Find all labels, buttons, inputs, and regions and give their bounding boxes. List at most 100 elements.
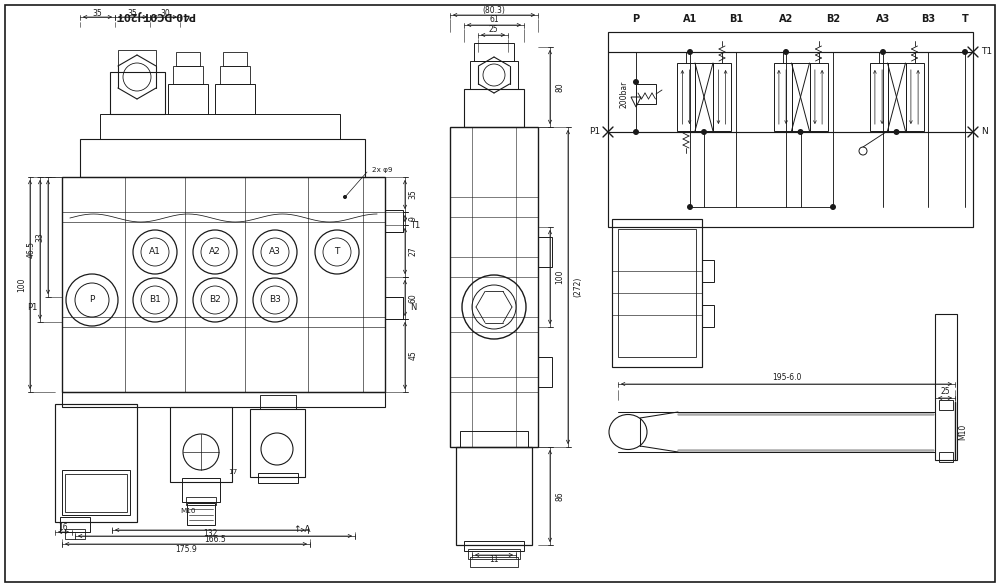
Bar <box>110 72 165 114</box>
Circle shape <box>962 49 968 55</box>
Bar <box>215 84 255 114</box>
Bar <box>935 314 957 460</box>
Text: 175.9: 175.9 <box>175 545 197 554</box>
Text: (272): (272) <box>574 277 582 297</box>
Bar <box>55 404 137 522</box>
Bar <box>80 139 365 177</box>
Bar <box>100 114 340 139</box>
Text: 17: 17 <box>228 469 238 475</box>
Bar <box>118 50 156 72</box>
Bar <box>677 63 695 131</box>
Text: 46.5: 46.5 <box>26 241 36 258</box>
Circle shape <box>344 195 347 198</box>
Text: 25: 25 <box>488 25 498 35</box>
Bar <box>62 392 385 407</box>
Bar <box>60 517 90 532</box>
Bar <box>636 84 656 104</box>
Text: B1: B1 <box>149 295 161 305</box>
Bar <box>470 557 518 567</box>
Text: T1: T1 <box>981 48 992 56</box>
Text: B1: B1 <box>729 14 743 24</box>
Text: P40-DC0T-J20T: P40-DC0T-J20T <box>115 10 195 20</box>
Bar <box>464 89 524 127</box>
Text: 200bar: 200bar <box>620 80 629 107</box>
Bar <box>612 219 702 367</box>
Bar <box>186 497 216 505</box>
Text: N: N <box>981 127 988 137</box>
Bar <box>939 400 953 410</box>
Bar <box>176 52 200 66</box>
Text: B2: B2 <box>209 295 221 305</box>
Bar <box>608 32 973 227</box>
Text: ↑ A: ↑ A <box>294 525 310 535</box>
Text: (80.3): (80.3) <box>483 5 505 15</box>
Bar <box>774 63 792 131</box>
Text: M10: M10 <box>958 424 968 440</box>
Bar <box>168 84 208 114</box>
Bar <box>468 549 520 559</box>
Bar <box>474 43 514 61</box>
Text: T: T <box>334 248 340 257</box>
Bar <box>173 66 203 84</box>
Bar <box>260 395 296 409</box>
Text: 166.5: 166.5 <box>204 535 226 545</box>
Bar <box>258 473 298 483</box>
Bar <box>888 63 906 131</box>
Text: A2: A2 <box>209 248 221 257</box>
Text: 60: 60 <box>409 293 418 303</box>
Bar <box>450 127 538 447</box>
Bar <box>456 447 532 545</box>
Bar <box>187 503 215 525</box>
Text: 195-6.0: 195-6.0 <box>772 373 801 382</box>
Text: A1: A1 <box>683 14 697 24</box>
Bar <box>470 61 518 89</box>
Bar <box>618 229 696 357</box>
Bar <box>906 63 924 131</box>
Bar <box>792 63 810 131</box>
Bar <box>702 260 714 282</box>
Bar <box>939 452 953 462</box>
Text: B3: B3 <box>269 295 281 305</box>
Bar <box>385 297 403 319</box>
Circle shape <box>830 204 836 210</box>
Bar <box>460 431 528 447</box>
Text: 35: 35 <box>409 190 418 200</box>
Circle shape <box>880 49 886 55</box>
Text: 33: 33 <box>36 232 44 242</box>
Bar <box>65 474 127 512</box>
Circle shape <box>701 129 707 135</box>
Text: T1: T1 <box>410 221 420 230</box>
Text: 100: 100 <box>556 270 564 284</box>
Bar <box>464 541 524 551</box>
Circle shape <box>687 49 693 55</box>
Text: 2x φ9: 2x φ9 <box>372 167 392 173</box>
Text: P1: P1 <box>27 303 37 312</box>
Bar <box>702 305 714 327</box>
Text: 11: 11 <box>489 555 499 565</box>
Text: A1: A1 <box>149 248 161 257</box>
Text: P1: P1 <box>589 127 600 137</box>
Bar <box>870 63 888 131</box>
Text: 27: 27 <box>409 246 418 256</box>
Bar <box>220 66 250 84</box>
Circle shape <box>783 49 789 55</box>
Text: B2: B2 <box>826 14 840 24</box>
Text: T: T <box>962 14 968 24</box>
Text: 132: 132 <box>203 529 217 538</box>
Text: B3: B3 <box>921 14 935 24</box>
Text: P: P <box>632 14 640 24</box>
Bar <box>385 210 403 232</box>
Bar <box>695 63 713 131</box>
Bar <box>538 357 552 387</box>
Bar <box>223 52 247 66</box>
Bar <box>170 407 232 482</box>
Bar <box>182 478 220 502</box>
Text: 80: 80 <box>556 82 564 92</box>
Text: 16: 16 <box>59 522 68 531</box>
Text: 25: 25 <box>940 387 950 396</box>
Circle shape <box>687 204 693 210</box>
Text: 30: 30 <box>160 8 170 18</box>
Bar <box>250 409 305 477</box>
Text: 45: 45 <box>409 350 418 360</box>
Bar <box>62 177 385 392</box>
